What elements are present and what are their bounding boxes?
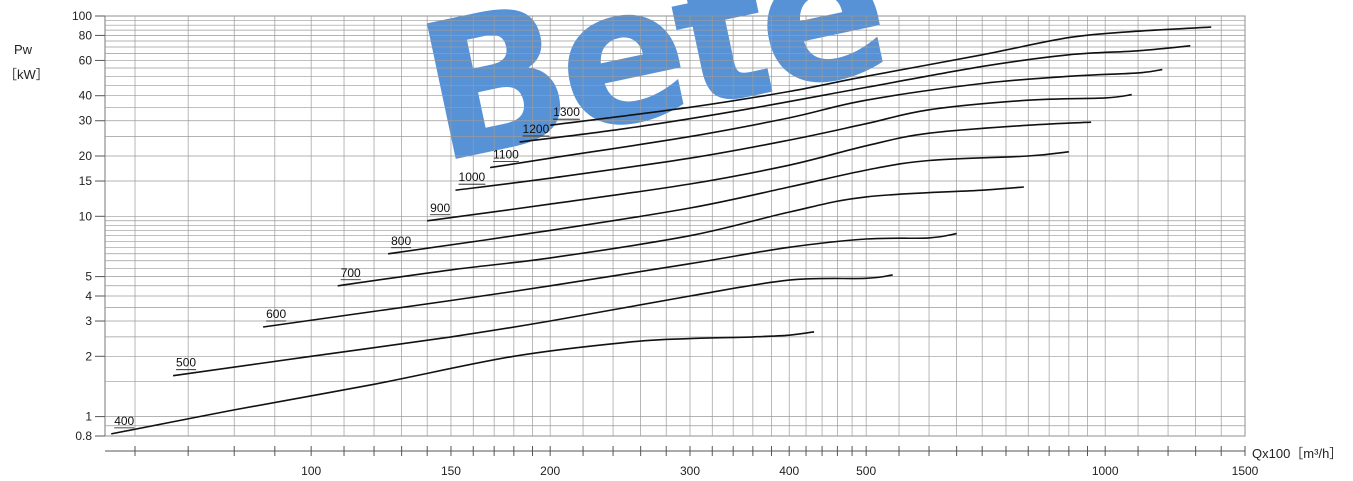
series-label-1000: 1000 [459, 170, 486, 184]
series-line-1300 [550, 26, 1212, 126]
y-tick-label: 40 [79, 89, 93, 103]
y-tick-label: 0.8 [75, 429, 92, 443]
series-line-1200 [519, 45, 1191, 143]
series-line-800 [387, 151, 1069, 255]
x-tick-label: 300 [680, 464, 700, 478]
plot-frame [104, 15, 1246, 437]
series-line-400 [111, 331, 815, 435]
y-tick-label: 60 [79, 53, 93, 67]
series-line-600 [262, 232, 957, 328]
series-line-1000 [455, 93, 1132, 191]
series-label-500: 500 [176, 356, 196, 370]
series-line-700 [337, 186, 1024, 287]
x-tick-label: 100 [301, 464, 321, 478]
y-tick-label: 10 [79, 209, 93, 223]
y-axis: 0.8 1 2 3 4 5 10 15 20 30 40 60 80 100 [72, 9, 105, 443]
x-tick-label: 150 [441, 464, 461, 478]
grid [104, 15, 1246, 437]
series-line-900 [427, 121, 1092, 222]
series-label-400: 400 [114, 414, 134, 428]
x-axis: 100 150 200 300 400 500 1000 1500 [105, 446, 1259, 478]
x-tick-label: 200 [540, 464, 560, 478]
y-tick-label: 5 [85, 270, 92, 284]
x-axis-label: Qx100［m³/h］ [1252, 446, 1342, 461]
y-tick-label: 2 [85, 349, 92, 363]
y-tick-label: 20 [79, 149, 93, 163]
x-tick-label: 1000 [1092, 464, 1119, 478]
series-label-600: 600 [266, 307, 286, 321]
y-tick-label: 100 [72, 9, 92, 23]
series-label-1200: 1200 [523, 122, 550, 136]
series-lines [111, 26, 1212, 435]
y-tick-label: 4 [85, 289, 92, 303]
y-tick-label: 1 [85, 410, 92, 424]
series-label-900: 900 [430, 201, 450, 215]
series-label-1100: 1100 [493, 148, 519, 162]
series-line-1100 [489, 68, 1163, 169]
series-label-800: 800 [391, 234, 411, 248]
x-tick-label: 500 [856, 464, 876, 478]
series-line-500 [172, 274, 893, 377]
y-tick-label: 80 [79, 28, 93, 42]
y-axis-label: Pw [14, 42, 33, 57]
x-tick-label: 1500 [1232, 464, 1259, 478]
series-label-1300: 1300 [553, 105, 580, 119]
y-tick-label: 3 [85, 314, 92, 328]
y-tick-label: 15 [79, 174, 93, 188]
y-tick-label: 30 [79, 114, 93, 128]
series-label-700: 700 [341, 266, 361, 280]
x-tick-label: 400 [779, 464, 799, 478]
y-axis-unit: ［kW］ [4, 67, 49, 82]
